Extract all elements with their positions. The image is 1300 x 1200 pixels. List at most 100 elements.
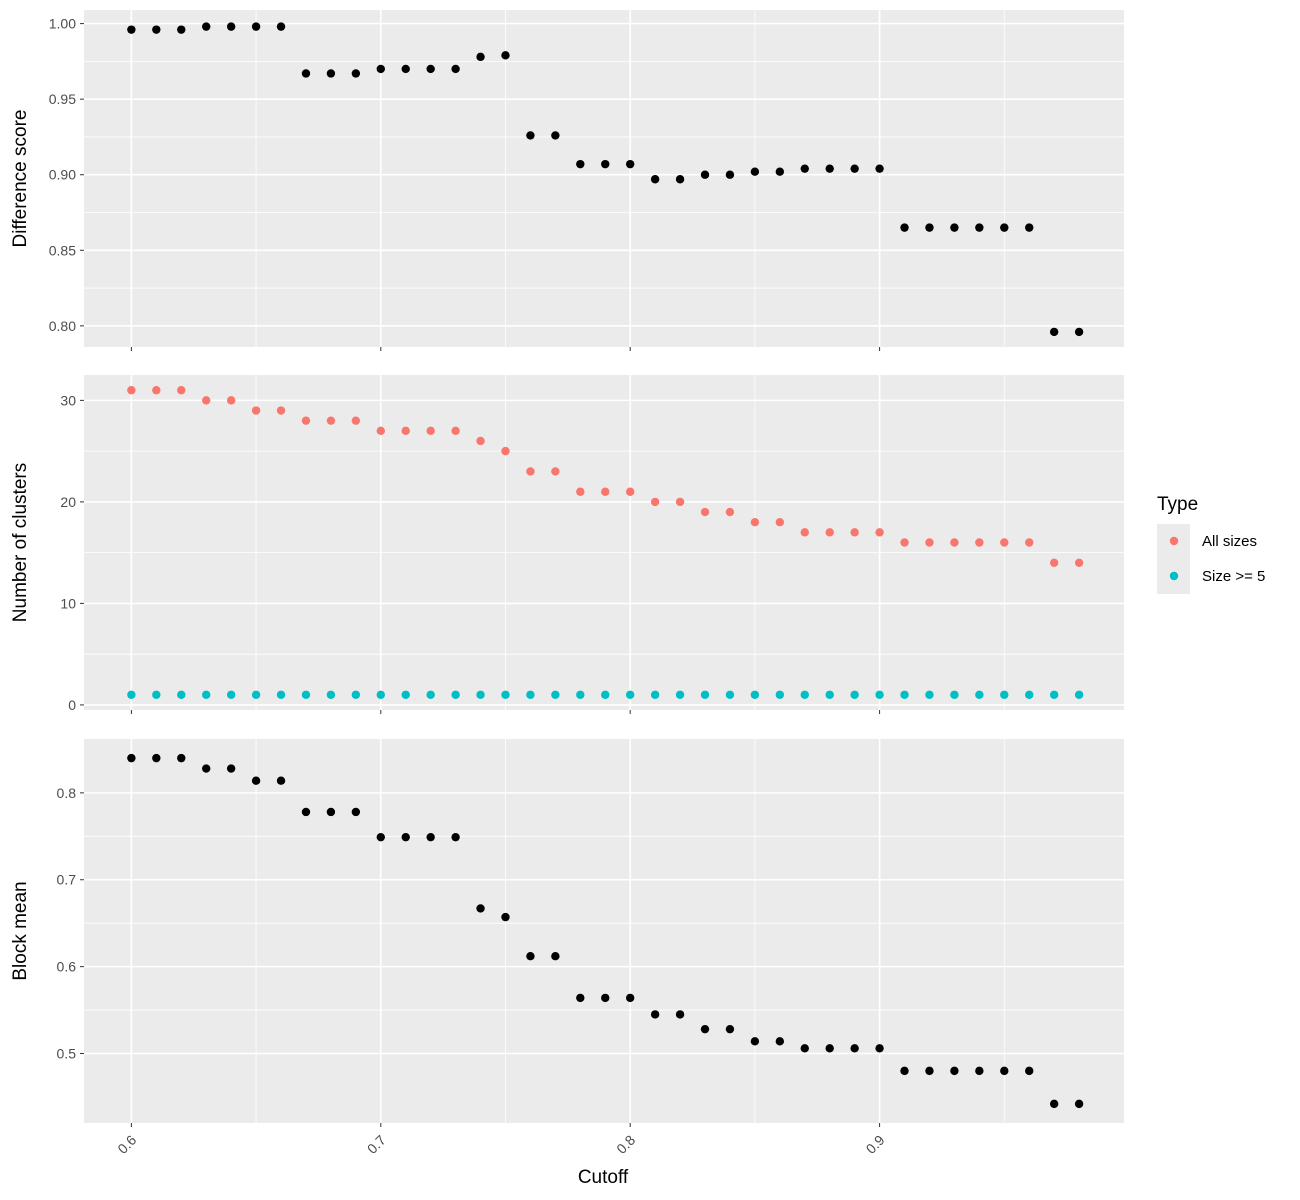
data-point [700,1024,710,1034]
data-point [825,1044,834,1053]
data-point [1025,538,1034,547]
data-point [601,159,610,169]
data-point [750,517,760,527]
data-point [750,1037,760,1046]
series-all-sizes [127,386,1084,568]
data-point [326,69,336,78]
y-tick-label: 0.6 [57,959,77,975]
data-point [351,416,361,425]
data-point [1025,1066,1034,1076]
data-point [202,22,211,31]
y-tick-label: 0.95 [49,91,76,107]
data-point [426,690,435,699]
data-point [800,164,809,173]
data-point [925,690,934,699]
y-tick-label: 0.85 [49,242,76,258]
data-point [401,690,410,699]
data-point [800,528,809,537]
data-point [301,807,311,817]
y-axis-title: Block mean [10,881,31,980]
panel-2: 0 10 20 30 Number of clusters [10,375,1124,714]
data-point [1025,690,1034,699]
series-points [127,753,1084,1109]
data-point [700,170,710,179]
data-point [576,487,585,496]
data-point [177,25,186,34]
data-point [800,690,809,699]
data-point [975,1066,984,1076]
data-point [576,159,585,169]
data-point [775,517,785,527]
data-point [576,993,585,1003]
data-point [625,690,635,699]
data-point [800,1044,809,1053]
data-point [625,993,635,1003]
panel-1: 0.80 0.85 0.90 0.95 1.00 Difference score [10,10,1124,351]
y-tick-label: 0 [68,697,76,713]
data-point [501,446,510,456]
series-points [127,22,1084,337]
data-point [526,951,535,961]
data-point [650,497,660,507]
data-point [950,690,959,699]
data-point [451,832,460,842]
panel-background [84,10,1124,347]
y-tick-label: 0.5 [57,1045,77,1061]
x-tick-label: 0.7 [364,1132,389,1157]
data-point [850,164,859,173]
data-point [177,753,186,763]
x-tick-label: 0.9 [863,1132,888,1157]
legend-key [1169,536,1179,546]
data-point [152,690,161,699]
data-point [401,426,410,436]
data-point [226,396,236,405]
y-tick-label: 0.80 [49,318,76,334]
data-point [950,1066,959,1076]
legend-key [1169,571,1179,581]
data-point [127,25,136,34]
data-point [152,25,161,34]
data-point [825,164,834,173]
data-point [750,690,760,699]
data-point [251,690,261,699]
data-point [1049,558,1059,568]
data-point [251,406,261,415]
data-point [226,22,236,31]
data-point [526,690,535,699]
data-point [351,69,361,78]
data-point [725,690,735,699]
data-point [875,528,884,537]
data-point [1074,690,1084,699]
data-point [675,1010,685,1019]
data-point [1074,1099,1084,1109]
data-point [775,690,785,699]
data-point [1049,690,1059,699]
data-point [900,538,909,547]
data-point [351,807,361,817]
data-point [975,223,984,232]
data-point [551,131,560,140]
data-point [152,386,161,395]
data-point [127,386,136,395]
data-point [1000,690,1009,699]
data-point [700,507,710,517]
data-point [326,807,336,817]
data-point [376,426,385,436]
data-point [551,467,560,476]
data-point [875,164,884,173]
data-point [326,690,336,699]
y-tick-label: 0.7 [57,872,77,888]
legend-title: Type [1157,494,1198,515]
data-point [401,64,410,74]
panel-background [84,375,1124,710]
data-point [551,690,560,699]
data-point [276,22,286,31]
data-point [526,131,535,140]
data-point [675,175,685,184]
data-point [501,912,510,922]
y-axis-title: Difference score [10,110,31,248]
data-point [925,1066,934,1076]
y-tick-label: 10 [60,595,76,611]
legend-label: All sizes [1202,533,1257,550]
